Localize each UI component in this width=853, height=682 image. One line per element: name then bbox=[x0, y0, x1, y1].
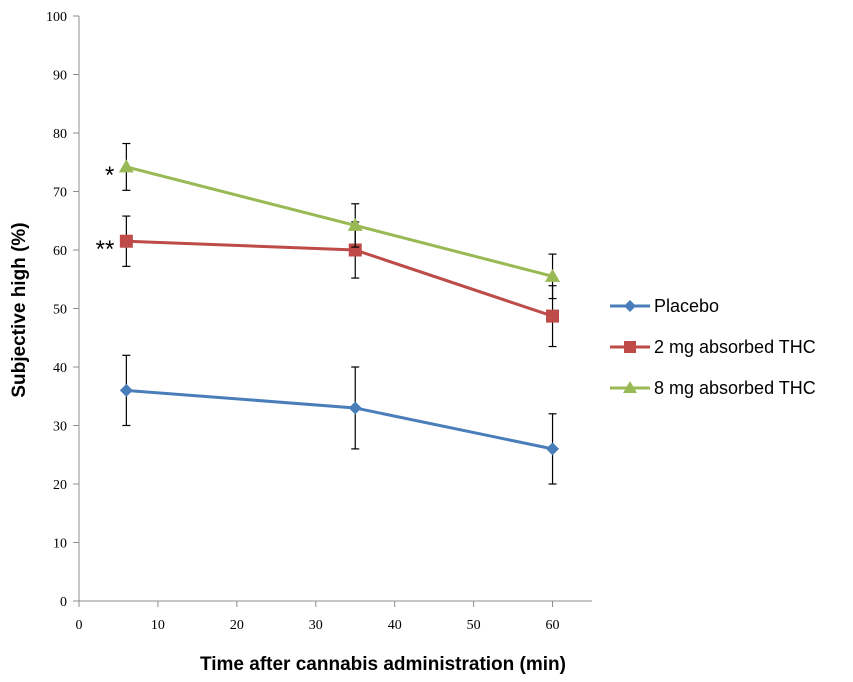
legend: Placebo 2 mg absorbed THC 8 mg absorbed TH… bbox=[610, 296, 816, 398]
significance-marker: * bbox=[105, 162, 114, 189]
legend-item: 2 mg absorbed THC bbox=[610, 337, 816, 357]
x-tick-label: 60 bbox=[546, 618, 560, 633]
legend-item: Placebo bbox=[610, 296, 719, 316]
series-line bbox=[126, 239, 554, 318]
series-2 bbox=[118, 142, 561, 300]
series-line bbox=[126, 388, 553, 451]
series-layer: *** bbox=[96, 142, 561, 485]
legend-label: 2 mg absorbed THC bbox=[654, 337, 816, 357]
y-tick-label: 100 bbox=[46, 10, 67, 25]
data-point bbox=[546, 442, 560, 456]
data-point bbox=[546, 309, 560, 323]
axes: 0 10 20 30 40 50 60 70 80 90 100 0 10 20 30 40 50 60 bbox=[46, 10, 592, 633]
y-tick-label: 20 bbox=[53, 478, 67, 493]
legend-label: 8 mg absorbed THC bbox=[654, 378, 816, 398]
data-point bbox=[119, 234, 133, 248]
y-tick-label: 0 bbox=[60, 595, 67, 610]
y-tick-label: 10 bbox=[53, 537, 67, 552]
x-tick-label: 20 bbox=[230, 618, 244, 633]
legend-item: 8 mg absorbed THC bbox=[610, 378, 816, 398]
x-tick-label: 0 bbox=[76, 618, 83, 633]
x-tick-label: 40 bbox=[388, 618, 402, 633]
data-point bbox=[118, 159, 134, 173]
y-axis-title: Subjective high (%) bbox=[9, 222, 30, 397]
data-point bbox=[347, 217, 363, 231]
y-tick-label: 70 bbox=[53, 186, 67, 201]
significance-marker: ** bbox=[96, 236, 115, 263]
legend-marker bbox=[624, 300, 636, 312]
x-axis-title: Time after cannabis administration (min) bbox=[200, 654, 566, 675]
legend-label: Placebo bbox=[654, 296, 719, 316]
y-tick-label: 30 bbox=[53, 420, 67, 435]
y-tick-label: 90 bbox=[53, 69, 67, 84]
y-tick-label: 60 bbox=[53, 244, 67, 259]
x-tick-label: 10 bbox=[151, 618, 165, 633]
data-point bbox=[545, 268, 561, 282]
series-1 bbox=[119, 215, 560, 348]
y-tick-label: 40 bbox=[53, 361, 67, 376]
series-0 bbox=[119, 354, 560, 485]
x-tick-label: 50 bbox=[467, 618, 481, 633]
y-tick-label: 80 bbox=[53, 127, 67, 142]
x-tick-label: 30 bbox=[309, 618, 323, 633]
series-line bbox=[125, 165, 553, 278]
legend-marker bbox=[623, 381, 637, 393]
data-point bbox=[348, 401, 362, 415]
y-tick-label: 50 bbox=[53, 303, 67, 318]
data-point bbox=[119, 383, 133, 397]
legend-marker bbox=[624, 341, 636, 353]
